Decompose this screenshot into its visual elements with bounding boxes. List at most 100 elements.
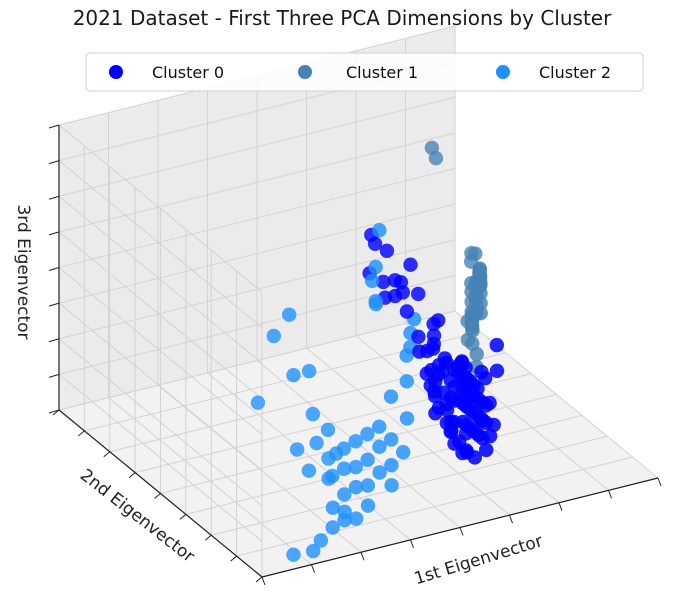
point-cluster-2 bbox=[337, 487, 352, 502]
y-tick bbox=[128, 472, 136, 479]
point-cluster-0 bbox=[403, 257, 418, 272]
point-cluster-0 bbox=[482, 428, 498, 444]
z-axis-label: 3rd Eigenvector bbox=[13, 204, 33, 339]
x-tick bbox=[509, 514, 513, 524]
point-cluster-2 bbox=[282, 307, 297, 322]
point-cluster-2 bbox=[349, 511, 364, 526]
point-cluster-0 bbox=[425, 341, 441, 356]
legend-marker-cluster-0 bbox=[109, 65, 123, 79]
point-cluster-0 bbox=[393, 275, 409, 290]
point-cluster-2 bbox=[305, 406, 320, 422]
point-cluster-0 bbox=[489, 363, 505, 378]
point-cluster-0 bbox=[411, 329, 426, 344]
point-cluster-2 bbox=[325, 500, 341, 515]
point-cluster-1 bbox=[428, 151, 444, 166]
x-tick bbox=[608, 490, 612, 499]
point-cluster-2 bbox=[325, 520, 340, 535]
point-cluster-2 bbox=[301, 363, 317, 379]
point-cluster-2 bbox=[250, 395, 266, 410]
x-tick bbox=[459, 527, 464, 536]
x-axis-label: 1st Eigenvector bbox=[412, 531, 545, 589]
point-cluster-2 bbox=[348, 434, 363, 449]
point-cluster-0 bbox=[411, 286, 426, 302]
point-cluster-1 bbox=[473, 275, 488, 291]
point-cluster-1 bbox=[473, 286, 488, 301]
point-cluster-2 bbox=[336, 441, 352, 456]
point-cluster-2 bbox=[368, 296, 384, 312]
point-cluster-0 bbox=[463, 402, 478, 417]
gridline bbox=[58, 124, 263, 293]
z-tick bbox=[48, 195, 60, 200]
point-cluster-2 bbox=[364, 273, 380, 289]
point-cluster-2 bbox=[360, 426, 375, 442]
point-cluster-0 bbox=[444, 423, 459, 438]
legend-label-cluster-2: Cluster 2 bbox=[539, 63, 611, 82]
point-cluster-0 bbox=[387, 288, 403, 304]
legend-frame bbox=[85, 52, 644, 92]
z-tick bbox=[48, 302, 60, 307]
legend-label-cluster-1: Cluster 1 bbox=[346, 63, 418, 82]
point-cluster-0 bbox=[428, 406, 443, 421]
point-cluster-2 bbox=[348, 459, 363, 475]
point-cluster-2 bbox=[320, 422, 336, 437]
point-cluster-2 bbox=[384, 432, 399, 447]
axis-ticks bbox=[48, 124, 662, 586]
point-cluster-0 bbox=[428, 374, 443, 389]
y-tick bbox=[103, 451, 111, 458]
point-cluster-2 bbox=[286, 368, 301, 383]
point-cluster-0 bbox=[379, 243, 395, 258]
y-tick bbox=[204, 534, 212, 541]
legend-marker-cluster-1 bbox=[298, 65, 312, 79]
z-tick bbox=[48, 231, 60, 236]
gridline bbox=[454, 310, 659, 479]
point-cluster-0 bbox=[431, 313, 446, 328]
x-tick bbox=[410, 539, 414, 549]
point-cluster-2 bbox=[399, 411, 415, 426]
point-cluster-2 bbox=[396, 445, 411, 460]
x-tick bbox=[311, 564, 315, 573]
point-cluster-2 bbox=[321, 451, 336, 466]
x-tick bbox=[261, 576, 266, 586]
point-cluster-0 bbox=[471, 427, 486, 443]
point-cluster-2 bbox=[306, 543, 321, 559]
point-cluster-1 bbox=[469, 346, 484, 362]
point-cluster-1 bbox=[464, 246, 479, 261]
point-cluster-2 bbox=[266, 328, 281, 344]
y-tick bbox=[179, 513, 187, 520]
point-cluster-2 bbox=[337, 504, 352, 519]
point-cluster-2 bbox=[309, 435, 324, 451]
point-cluster-2 bbox=[289, 442, 305, 457]
point-cluster-2 bbox=[399, 374, 414, 389]
point-cluster-0 bbox=[367, 236, 383, 251]
z-tick bbox=[48, 267, 60, 271]
point-cluster-2 bbox=[372, 465, 387, 480]
y-tick bbox=[52, 409, 60, 416]
point-cluster-2 bbox=[384, 478, 399, 493]
point-cluster-0 bbox=[467, 450, 482, 465]
legend-label-cluster-0: Cluster 0 bbox=[152, 63, 224, 82]
gridline bbox=[58, 231, 263, 400]
y-tick bbox=[154, 493, 161, 499]
data-points bbox=[250, 140, 505, 562]
point-cluster-2 bbox=[360, 452, 375, 467]
x-tick bbox=[558, 502, 563, 511]
z-tick bbox=[48, 160, 60, 165]
point-cluster-0 bbox=[439, 403, 455, 418]
point-cluster-2 bbox=[372, 439, 387, 454]
y-tick bbox=[255, 576, 263, 583]
z-tick bbox=[48, 338, 60, 343]
legend: Cluster 0 Cluster 1 Cluster 2 bbox=[85, 52, 644, 92]
point-cluster-2 bbox=[348, 479, 364, 495]
point-cluster-2 bbox=[336, 461, 352, 476]
point-cluster-0 bbox=[482, 395, 497, 411]
point-cluster-2 bbox=[360, 478, 375, 493]
x-tick bbox=[360, 552, 365, 561]
grid-lines bbox=[58, 25, 659, 578]
point-cluster-2 bbox=[372, 223, 387, 238]
point-cluster-0 bbox=[431, 357, 447, 373]
point-cluster-0 bbox=[474, 364, 489, 380]
point-cluster-2 bbox=[384, 458, 399, 473]
point-cluster-0 bbox=[399, 304, 415, 319]
